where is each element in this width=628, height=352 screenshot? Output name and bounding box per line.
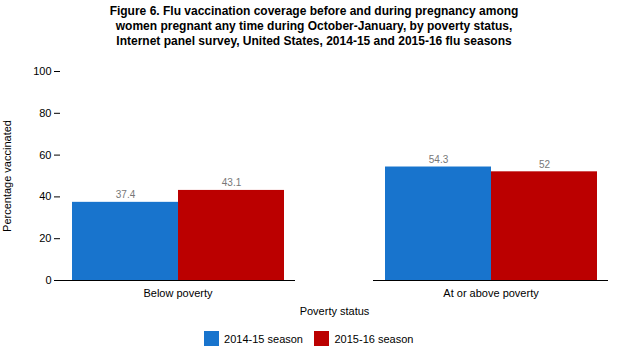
svg-text:43.1: 43.1 [222, 177, 242, 188]
svg-text:0: 0 [45, 274, 51, 286]
svg-text:20: 20 [39, 232, 51, 244]
html-text:2015-16 season: 2015-16 season [334, 332, 414, 345]
svg-text:37.4: 37.4 [116, 189, 136, 200]
svg-text:52: 52 [539, 159, 551, 170]
svg-text:80: 80 [39, 107, 51, 119]
svg-text:100: 100 [33, 65, 51, 77]
svg-text:40: 40 [39, 190, 51, 202]
html-text:Figure 6. Flu vaccination cove: Figure 6. Flu vaccination coverage befor… [109, 4, 519, 48]
html-text:2014-15 season: 2014-15 season [224, 332, 303, 345]
svg-text:At or above poverty: At or above poverty [443, 287, 539, 299]
svg-text:Percentage vaccinated: Percentage vaccinated [1, 120, 13, 232]
svg-text:Poverty status: Poverty status [300, 305, 370, 317]
svg-text:54.3: 54.3 [429, 154, 449, 165]
svg-text:Below poverty: Below poverty [143, 287, 213, 299]
svg-text:60: 60 [39, 149, 51, 161]
